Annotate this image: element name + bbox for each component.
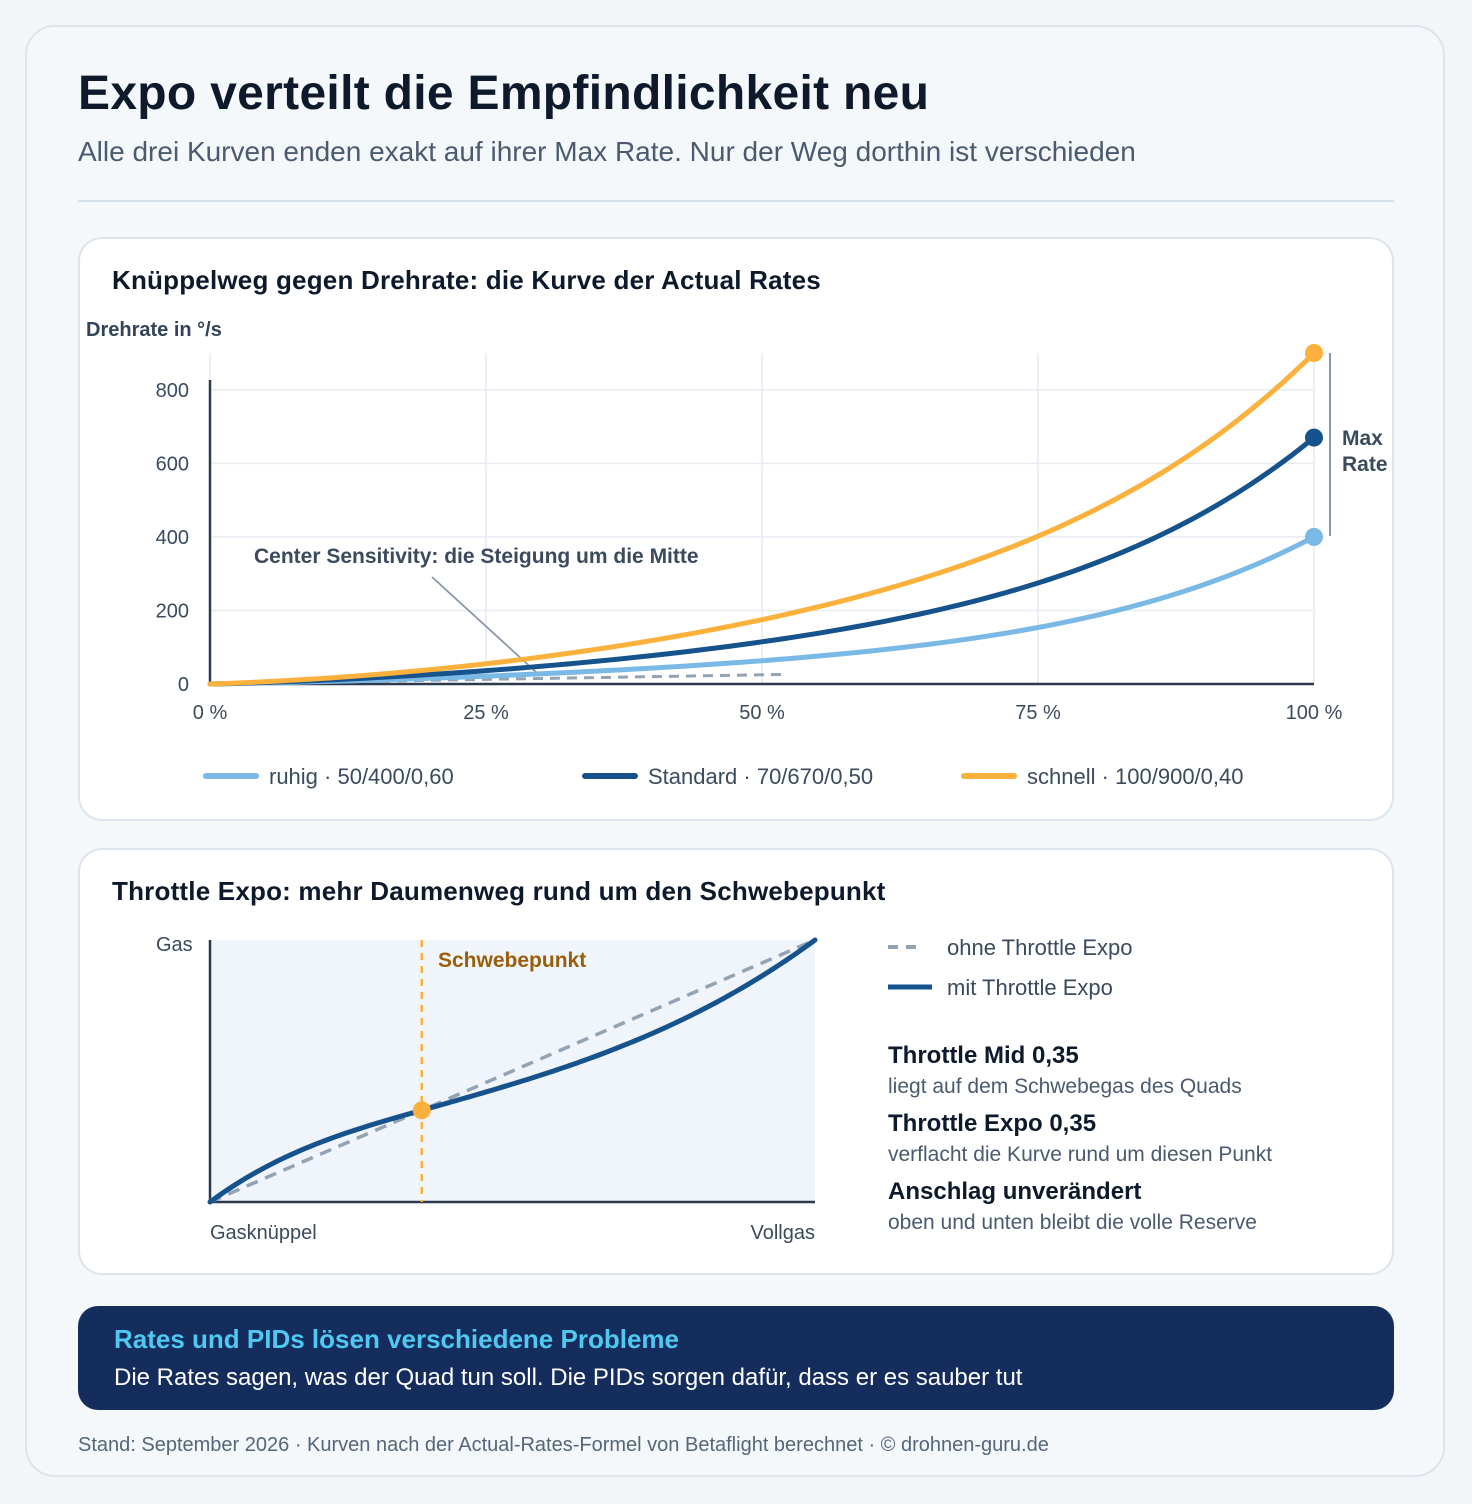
rates-y-tick-label: 400 <box>156 527 189 549</box>
banner-text: Die Rates sagen, was der Quad tun soll. … <box>114 1364 1023 1391</box>
rates-chart-title: Knüppelweg gegen Drehrate: die Kurve der… <box>112 265 821 295</box>
legend-without-expo-label: ohne Throttle Expo <box>947 935 1133 960</box>
rates-x-tick-label: 25 % <box>463 702 509 724</box>
hover-point-label: Schwebepunkt <box>438 949 586 972</box>
legend-with-expo-label: mit Throttle Expo <box>947 975 1113 1000</box>
info-text-throttle-mid: liegt auf dem Schwebegas des Quads <box>888 1075 1242 1098</box>
rates-y-tick-label: 600 <box>156 453 189 475</box>
info-title-endstop: Anschlag unverändert <box>888 1178 1141 1205</box>
info-title-throttle-mid: Throttle Mid 0,35 <box>888 1042 1079 1069</box>
footer-note: Stand: September 2026 · Kurven nach der … <box>78 1434 1049 1456</box>
center-sensitivity-annotation: Center Sensitivity: die Steigung um die … <box>254 545 699 568</box>
rates-y-tick-label: 0 <box>178 674 189 696</box>
throttle-x-start-label: Gasknüppel <box>210 1222 317 1244</box>
series-endpoint-ruhig <box>1305 527 1323 546</box>
rates-x-tick-label: 100 % <box>1286 702 1343 724</box>
rates-y-axis-title: Drehrate in °/s <box>86 319 222 341</box>
center-sensitivity-tangent <box>209 672 785 686</box>
rates-x-tick-label: 75 % <box>1015 702 1061 724</box>
series-endpoint-standard <box>1305 428 1323 447</box>
hover-point-dot <box>412 1101 431 1120</box>
series-line-ruhig <box>207 534 1317 687</box>
max-rate-label-line2: Rate <box>1342 453 1388 476</box>
banner-title: Rates und PIDs lösen verschiedene Proble… <box>114 1324 679 1354</box>
rates-y-tick-label: 200 <box>156 600 189 622</box>
info-text-throttle-expo: verflacht die Kurve rund um diesen Punkt <box>888 1143 1272 1166</box>
rates-y-tick-label: 800 <box>156 380 189 402</box>
info-title-throttle-expo: Throttle Expo 0,35 <box>888 1110 1096 1137</box>
series-line-schnell <box>207 350 1317 687</box>
legend-standard-label: Standard · 70/670/0,50 <box>648 764 873 789</box>
legend-ruhig-label: ruhig · 50/400/0,60 <box>269 764 454 789</box>
key-message-banner: Rates und PIDs lösen verschiedene Proble… <box>78 1306 1394 1410</box>
page-title: Expo verteilt die Empfindlichkeit neu <box>78 67 930 120</box>
center-sensitivity-pointer <box>431 576 537 673</box>
throttle-chart-title: Throttle Expo: mehr Daumenweg rund um de… <box>112 876 886 906</box>
max-rate-label-line1: Max <box>1342 427 1383 450</box>
rates-x-tick-label: 50 % <box>739 702 785 724</box>
series-line-standard <box>207 435 1317 687</box>
throttle-y-axis-label: Gas <box>156 934 193 956</box>
info-text-endstop: oben und unten bleibt die volle Reserve <box>888 1211 1257 1234</box>
page-subtitle: Alle drei Kurven enden exakt auf ihrer M… <box>78 136 1136 167</box>
series-line-with-expo <box>207 937 818 1205</box>
series-endpoint-schnell <box>1305 344 1323 362</box>
header-divider <box>78 200 1394 202</box>
throttle-x-end-label: Vollgas <box>751 1222 816 1244</box>
series-line-without-expo <box>209 938 816 1204</box>
rates-x-tick-label: 0 % <box>193 702 228 724</box>
legend-schnell-label: schnell · 100/900/0,40 <box>1027 764 1244 789</box>
info-list: Throttle Mid 0,35 liegt auf dem Schwebeg… <box>888 1042 1272 1234</box>
